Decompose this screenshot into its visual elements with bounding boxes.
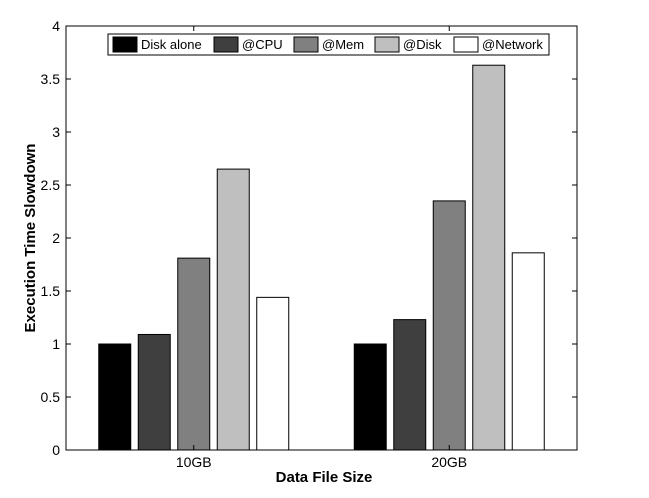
bar-20gb-disk (472, 64, 506, 451)
y-tick-label: 0 (52, 442, 60, 458)
legend-swatch (453, 36, 479, 53)
bar-10gb-disk-alone (98, 343, 132, 451)
legend-swatch (213, 36, 239, 53)
y-tick-label: 2 (52, 230, 60, 246)
y-ticks-group: 0 0.5 1 1.5 2 2.5 3 3.5 4 (41, 18, 577, 458)
y-tick-label: 3 (52, 124, 60, 140)
x-tick-label: 20GB (431, 454, 467, 470)
legend-label: @Network (482, 37, 543, 52)
y-tick-label: 4 (52, 18, 60, 34)
legend: Disk alone @CPU @Mem @Disk @Network (107, 33, 550, 56)
y-tick-label: 1.5 (41, 283, 61, 299)
legend-swatch (374, 36, 400, 53)
y-tick-label: 0.5 (41, 389, 61, 405)
bar-10gb-disk (216, 168, 250, 451)
bar-10gb-cpu (137, 333, 171, 451)
y-tick-label: 3.5 (41, 71, 61, 87)
x-ticks-group: 10GB 20GB (176, 26, 467, 470)
bar-20gb-mem (432, 200, 466, 451)
y-tick-label: 1 (52, 336, 60, 352)
x-axis-title: Data File Size (276, 469, 373, 486)
bar-20gb-disk-alone (353, 343, 387, 451)
legend-label: Disk alone (141, 37, 202, 52)
bar-10gb-network (256, 296, 290, 451)
x-tick-label: 10GB (176, 454, 212, 470)
legend-label: @CPU (242, 37, 283, 52)
y-tick-label: 2.5 (41, 177, 61, 193)
bar-20gb-cpu (393, 319, 427, 451)
legend-swatch (112, 36, 138, 53)
y-axis-title: Execution Time Slowdown (22, 144, 39, 333)
bars-group (98, 64, 545, 451)
bar-10gb-mem (177, 257, 211, 451)
bar-20gb-network (511, 252, 545, 451)
legend-swatch (293, 36, 319, 53)
legend-label: @Disk (403, 37, 442, 52)
legend-label: @Mem (322, 37, 364, 52)
